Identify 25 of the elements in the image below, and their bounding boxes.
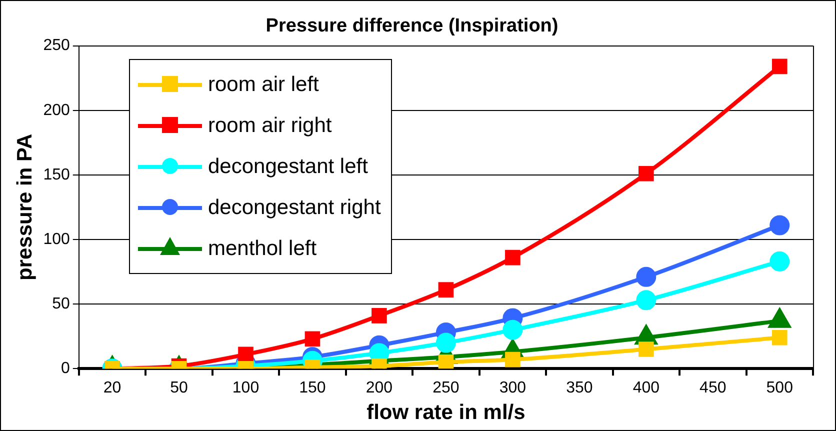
x-tick-label: 450 bbox=[700, 380, 726, 397]
x-axis-title: flow rate in ml/s bbox=[366, 401, 526, 424]
y-tick-label: 200 bbox=[43, 102, 70, 119]
y-tick-label: 100 bbox=[43, 230, 70, 248]
x-tick-label: 250 bbox=[432, 380, 460, 397]
legend-label: room air right bbox=[208, 114, 332, 138]
chart-title: Pressure difference (Inspiration) bbox=[266, 16, 558, 37]
x-tick-label: 100 bbox=[232, 380, 260, 397]
y-tick-label: 50 bbox=[52, 295, 70, 312]
legend-label: decongestant left bbox=[208, 154, 368, 178]
x-tick-label: 200 bbox=[366, 380, 393, 397]
y-axis-title: pressure in PA bbox=[13, 134, 36, 281]
y-tick-label: 150 bbox=[43, 166, 70, 184]
x-tick-label: 350 bbox=[566, 380, 593, 397]
y-tick-label: 0 bbox=[60, 360, 70, 378]
x-tick-label: 20 bbox=[103, 380, 122, 397]
x-tick-label: 300 bbox=[499, 380, 526, 397]
y-tick-label: 250 bbox=[43, 37, 70, 54]
legend-label: decongestant right bbox=[208, 196, 381, 220]
legend-label: menthol left bbox=[208, 236, 317, 260]
legend-label: room air left bbox=[208, 72, 319, 96]
x-tick-label: 500 bbox=[766, 380, 794, 397]
x-tick-label: 50 bbox=[170, 380, 188, 397]
x-tick-label: 150 bbox=[299, 380, 326, 397]
x-tick-label: 400 bbox=[632, 380, 660, 397]
